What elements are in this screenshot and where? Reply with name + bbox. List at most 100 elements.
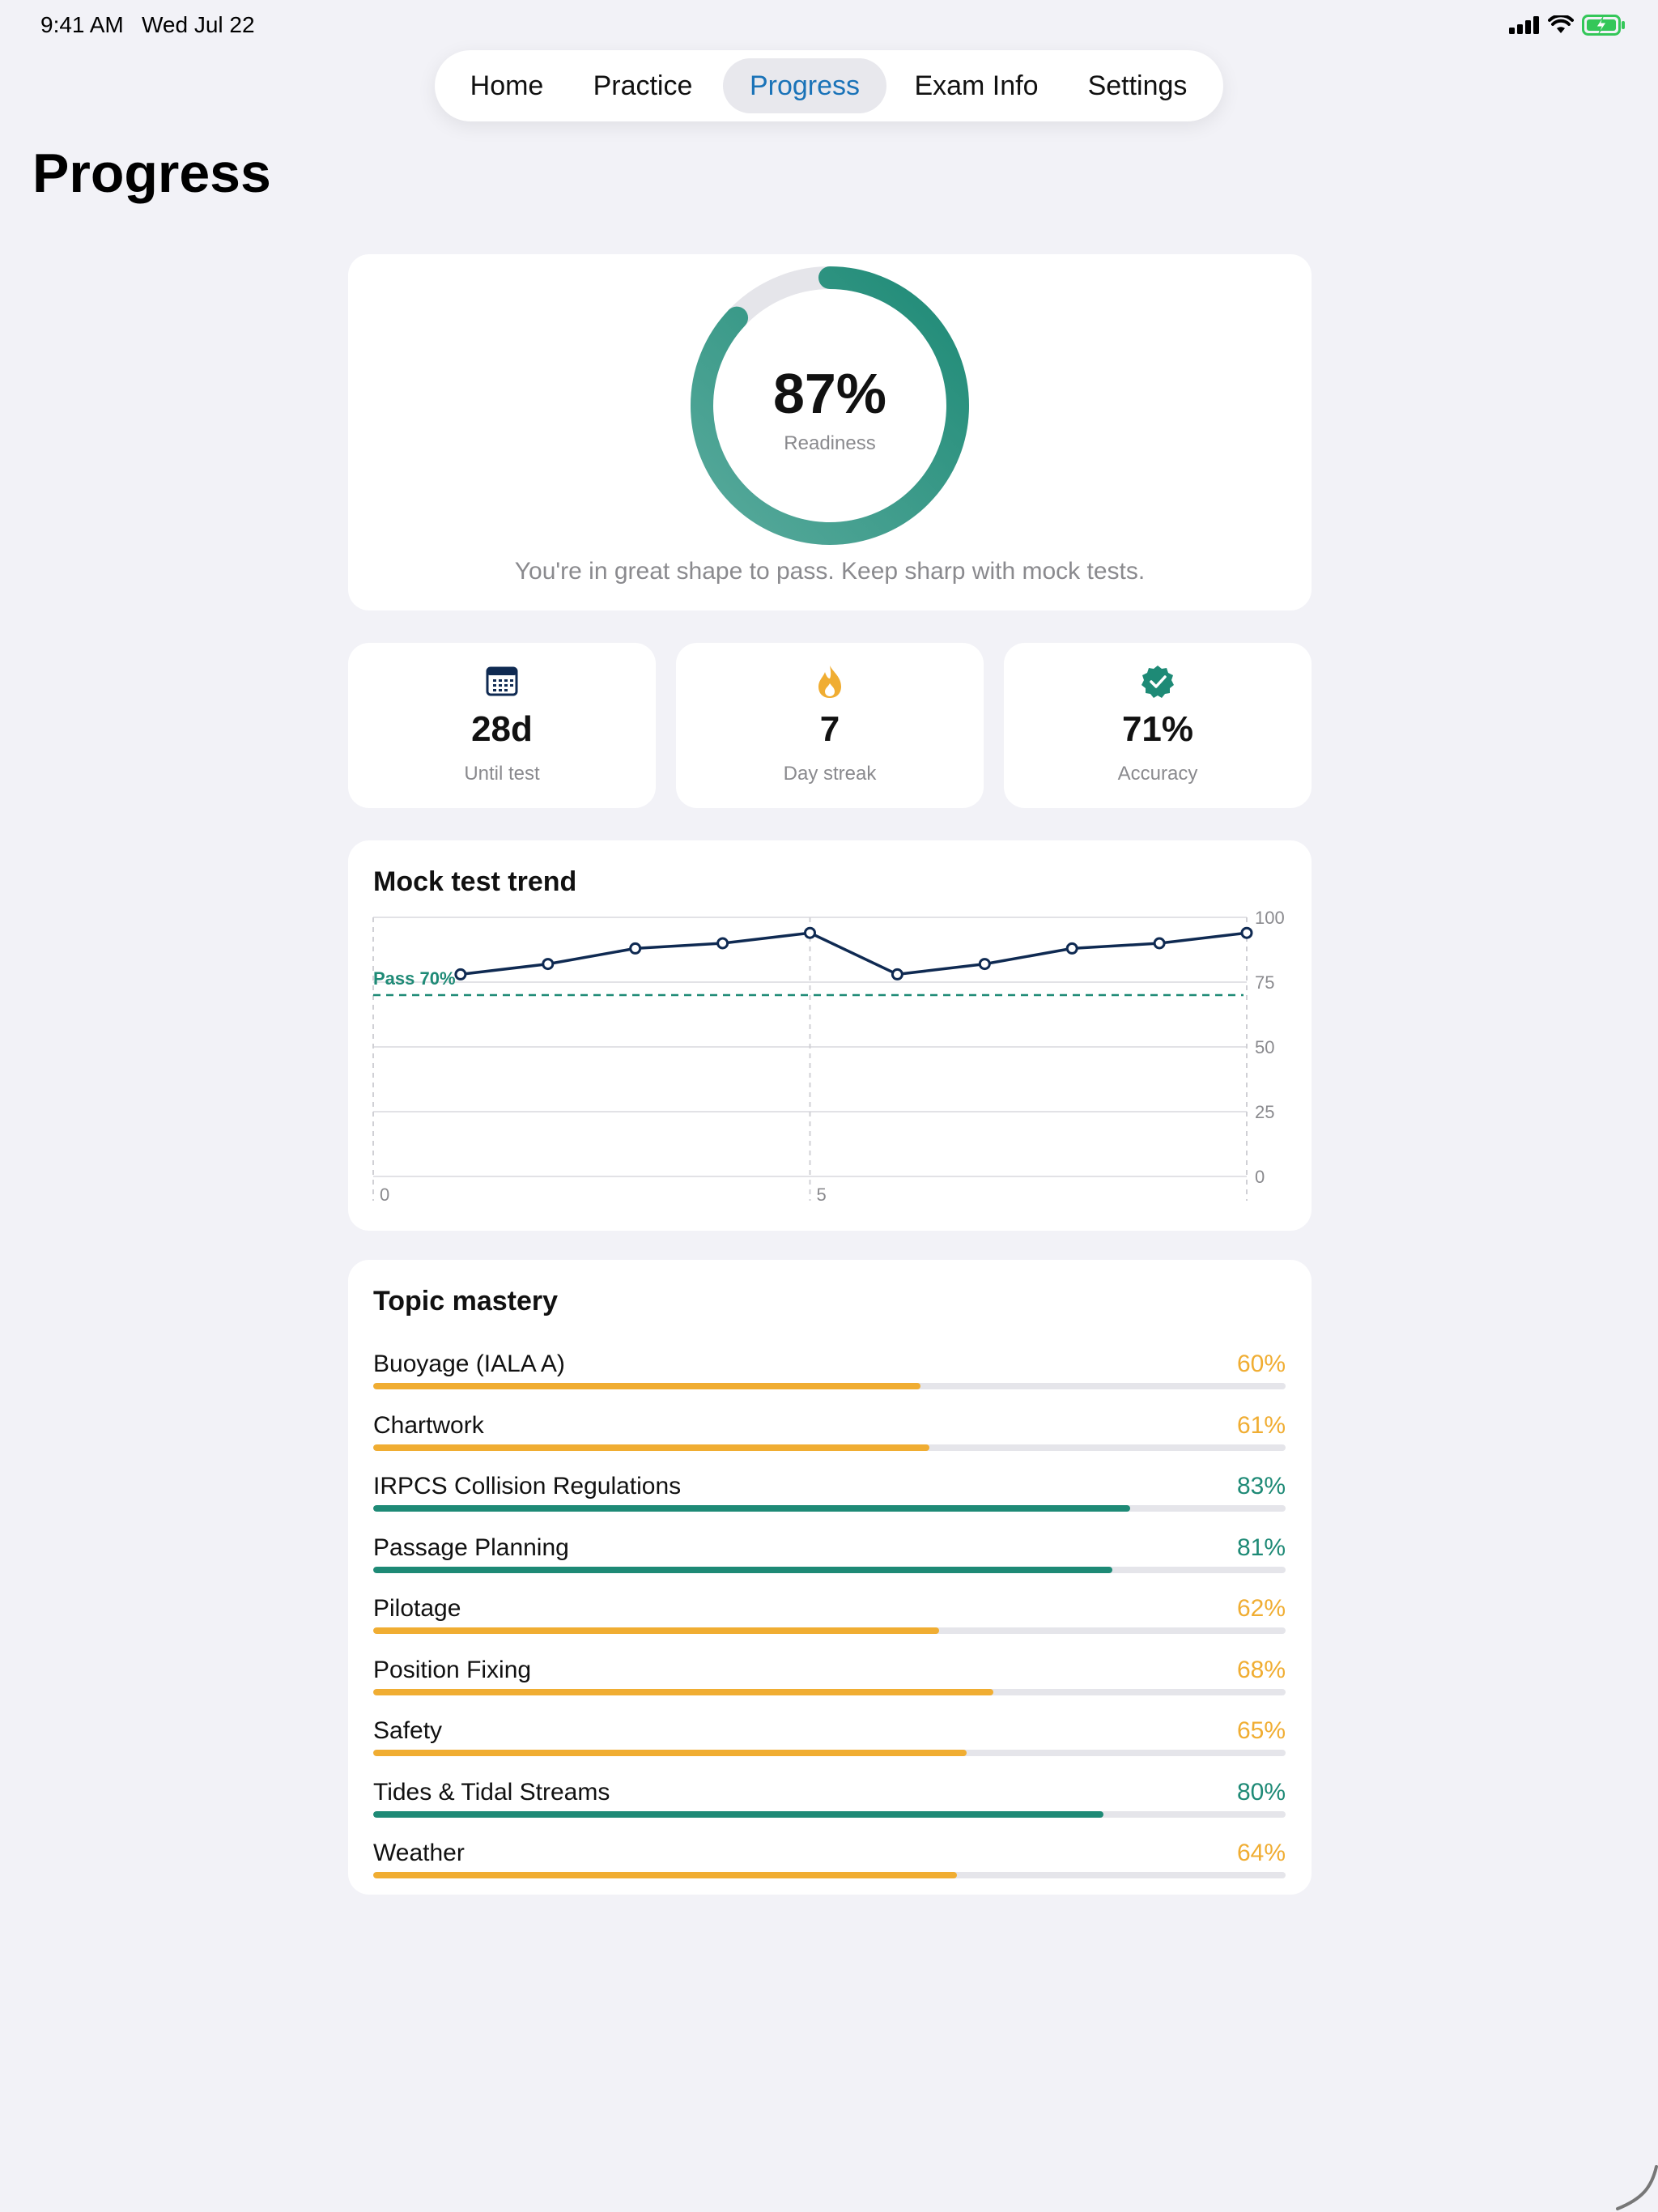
topic-progress-track	[373, 1627, 1286, 1634]
topic-mastery-card: Topic mastery Buoyage (IALA A) 60% Chartwo…	[348, 1260, 1312, 1895]
tab-progress[interactable]: Progress	[723, 58, 886, 113]
topic-name: IRPCS Collision Regulations	[373, 1473, 682, 1499]
topic-row: Weather 64%	[373, 1840, 1286, 1888]
data-point	[454, 968, 467, 981]
cellular-signal-icon	[1509, 16, 1539, 34]
topic-row: Position Fixing 68%	[373, 1657, 1286, 1705]
topic-name: Pilotage	[373, 1595, 461, 1622]
data-point	[1153, 937, 1166, 950]
top-tab-bar: Home Practice Progress Exam Info Setting…	[435, 50, 1223, 121]
status-date: Wed Jul 22	[142, 12, 255, 37]
topic-progress-fill	[373, 1505, 1131, 1512]
topic-name: Position Fixing	[373, 1656, 532, 1683]
readiness-label: Readiness	[784, 432, 876, 454]
data-point	[716, 937, 729, 950]
topic-percent: 60%	[1236, 1351, 1286, 1377]
data-point	[891, 968, 903, 981]
topic-name: Buoyage (IALA A)	[373, 1351, 565, 1377]
topic-row: Passage Planning 81%	[373, 1534, 1286, 1583]
topic-progress-track	[373, 1872, 1286, 1878]
mastery-title: Topic mastery	[373, 1286, 559, 1317]
data-point	[1240, 926, 1253, 939]
readiness-ring	[691, 266, 969, 545]
status-time: 9:41 AM	[40, 12, 124, 37]
trend-chart: 100 75 50 25 0 0 5 Pass 70%	[372, 908, 1285, 1205]
data-point	[542, 958, 555, 971]
stat-value-day-streak: 7	[819, 709, 840, 749]
tab-settings[interactable]: Settings	[1087, 70, 1188, 101]
y-tick-label: 0	[1255, 1167, 1265, 1187]
topic-percent: 62%	[1236, 1595, 1286, 1622]
topic-progress-track	[373, 1566, 1286, 1573]
tab-practice[interactable]: Practice	[593, 70, 693, 101]
y-tick-label: 75	[1255, 972, 1274, 993]
topic-progress-fill	[373, 1810, 1103, 1818]
status-bar: 9:41 AM Wed Jul 22	[0, 0, 1658, 49]
topic-progress-fill	[373, 1750, 967, 1756]
y-tick-label: 25	[1255, 1102, 1274, 1122]
topic-progress-fill	[373, 1383, 921, 1389]
stat-value-accuracy: 71%	[1121, 709, 1194, 749]
y-tick-label: 50	[1255, 1037, 1274, 1057]
stat-card-until-test: 28d Until test	[348, 643, 656, 808]
page-title: Progress	[32, 143, 271, 204]
stat-label-until-test: Until test	[464, 763, 540, 785]
topic-progress-fill	[373, 1444, 930, 1451]
wifi-icon	[1548, 15, 1574, 33]
mock-test-trend-card: Mock test trend 100 75 50 25 0 0 5 Pass 70%	[348, 840, 1312, 1231]
topic-progress-fill	[373, 1627, 939, 1634]
topic-progress-track	[373, 1810, 1286, 1818]
data-point	[978, 958, 991, 971]
topic-percent: 83%	[1236, 1473, 1286, 1499]
topic-percent: 80%	[1236, 1778, 1286, 1806]
topic-progress-track	[373, 1444, 1286, 1451]
flame-icon	[818, 666, 841, 698]
topic-percent: 81%	[1236, 1534, 1286, 1561]
readiness-value: 87%	[772, 362, 887, 425]
topic-progress-track	[373, 1750, 1286, 1756]
tab-exam-info[interactable]: Exam Info	[914, 70, 1039, 101]
data-point	[629, 942, 642, 955]
tab-home[interactable]: Home	[470, 70, 544, 101]
data-point	[804, 926, 816, 939]
series-line	[460, 931, 1248, 976]
topic-name: Safety	[373, 1717, 443, 1744]
stat-card-accuracy: 71% Accuracy	[1004, 643, 1312, 808]
topic-percent: 64%	[1236, 1840, 1286, 1866]
calendar-icon	[486, 666, 518, 696]
trend-title: Mock test trend	[373, 866, 577, 897]
topic-progress-track	[373, 1383, 1286, 1389]
topic-progress-fill	[373, 1688, 994, 1695]
readiness-card: 87% Readiness You're in great shape to p…	[348, 254, 1312, 610]
readiness-message: You're in great shape to pass. Keep shar…	[514, 558, 1146, 585]
topic-progress-track	[373, 1505, 1286, 1512]
topic-name: Chartwork	[373, 1411, 484, 1439]
pass-threshold-label: Pass 70%	[373, 968, 456, 989]
topic-row: Chartwork 61%	[373, 1412, 1286, 1461]
status-icons	[1509, 15, 1626, 36]
topic-percent: 61%	[1236, 1411, 1286, 1439]
stat-label-day-streak: Day streak	[783, 763, 877, 785]
topic-percent: 68%	[1236, 1656, 1286, 1683]
x-tick-label: 0	[380, 1185, 389, 1205]
stat-value-until-test: 28d	[471, 709, 533, 749]
readiness-ring-progress	[691, 266, 969, 545]
topic-row: IRPCS Collision Regulations 83%	[373, 1473, 1286, 1521]
corner-decoration	[1616, 2165, 1658, 2210]
topic-row: Pilotage 62%	[373, 1595, 1286, 1644]
topic-percent: 65%	[1236, 1717, 1286, 1744]
topic-progress-track	[373, 1688, 1286, 1695]
x-tick-label: 5	[817, 1185, 827, 1205]
verified-badge-icon	[1141, 666, 1174, 698]
battery-charging-icon	[1582, 15, 1625, 36]
topic-progress-fill	[373, 1872, 958, 1878]
topic-progress-fill	[373, 1566, 1112, 1573]
topic-row: Buoyage (IALA A) 60%	[373, 1351, 1286, 1399]
topic-row: Tides & Tidal Streams 80%	[373, 1779, 1286, 1827]
stat-card-day-streak: 7 Day streak	[676, 643, 984, 808]
stat-label-accuracy: Accuracy	[1117, 763, 1198, 785]
topic-name: Tides & Tidal Streams	[373, 1778, 610, 1806]
data-point	[1065, 942, 1078, 955]
topic-name: Passage Planning	[373, 1534, 569, 1561]
topic-row: Safety 65%	[373, 1717, 1286, 1766]
